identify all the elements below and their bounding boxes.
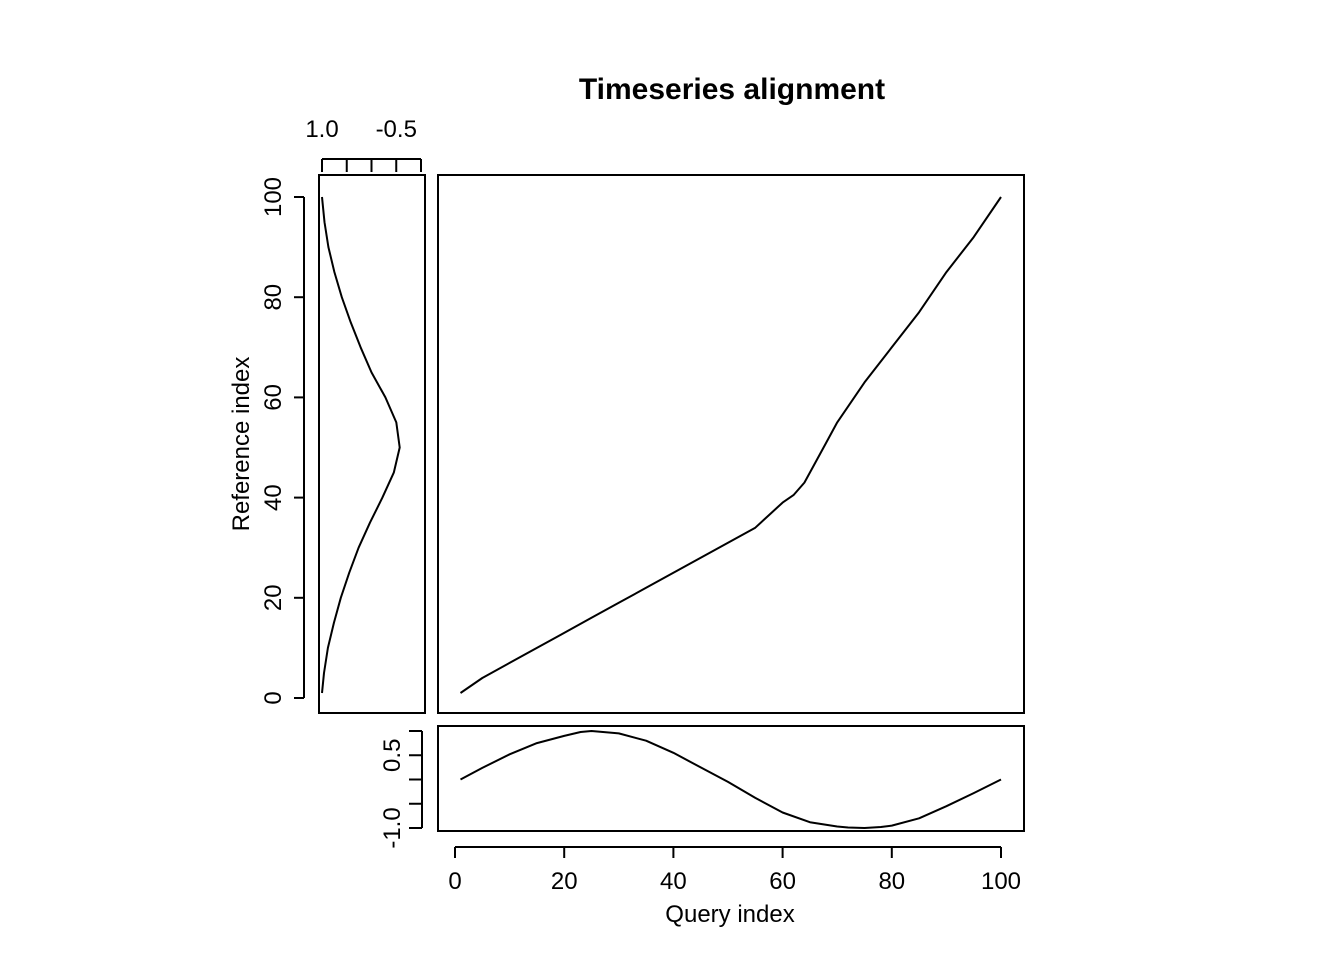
- reference-top-tick-label: 1.0: [305, 116, 338, 143]
- query-x-axis: 0 20 40 60 80 100: [448, 846, 1021, 895]
- x-tick-label: 100: [981, 868, 1021, 895]
- query-series-line: [460, 730, 1002, 829]
- reference-panel-frame: [318, 174, 426, 714]
- x-tick-label: 40: [660, 868, 687, 895]
- y-tick-label: 100: [260, 177, 287, 217]
- x-tick-label: 0: [448, 868, 461, 895]
- x-tick-label: 80: [878, 868, 905, 895]
- reference-series-line: [321, 196, 401, 694]
- x-tick-label: 60: [769, 868, 796, 895]
- reference-top-axis: 1.0 -0.5: [305, 116, 422, 172]
- reference-panel: 0 20 40 60 80 100 1.0 -0.5 Reference index: [228, 116, 426, 714]
- query-y-axis: -1.0 0.5: [379, 730, 423, 849]
- y-tick-label: 20: [260, 584, 287, 611]
- x-axis-title: Query index: [665, 901, 794, 928]
- y-tick-label: 60: [260, 384, 287, 411]
- x-tick-label: 20: [551, 868, 578, 895]
- y-axis-title: Reference index: [228, 357, 255, 532]
- y-tick-label: 80: [260, 284, 287, 311]
- query-y-tick-label: -1.0: [379, 807, 406, 848]
- reference-y-axis: 0 20 40 60 80 100: [260, 177, 305, 705]
- query-y-tick-label: 0.5: [379, 739, 406, 772]
- y-tick-label: 0: [260, 691, 287, 704]
- query-panel-frame: [437, 725, 1025, 832]
- reference-top-tick-label: -0.5: [376, 116, 417, 143]
- query-panel: -1.0 0.5 0 20 40 60 80 100 Query index: [379, 725, 1025, 928]
- alignment-panel-frame: [437, 174, 1025, 714]
- y-tick-label: 40: [260, 484, 287, 511]
- alignment-path-line: [459, 196, 1002, 694]
- chart-title: Timeseries alignment: [579, 73, 885, 106]
- alignment-panel: [437, 174, 1025, 714]
